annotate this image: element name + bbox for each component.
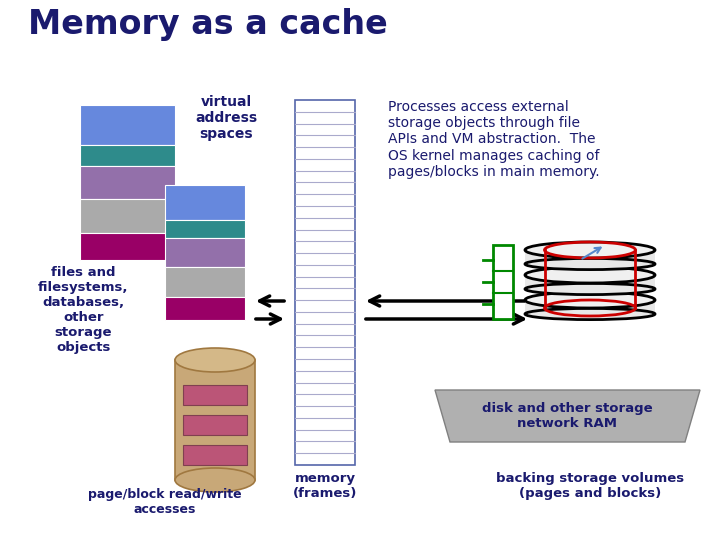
Bar [525, 250, 655, 266]
Text: backing storage volumes
(pages and blocks): backing storage volumes (pages and block… [496, 472, 684, 500]
Ellipse shape [525, 284, 655, 295]
Ellipse shape [525, 308, 655, 320]
Bar [80, 166, 175, 199]
Bar [295, 100, 355, 465]
Bar [165, 220, 245, 238]
Bar [493, 245, 513, 319]
Ellipse shape [175, 468, 255, 492]
Text: memory
(frames): memory (frames) [293, 472, 357, 500]
Ellipse shape [525, 292, 655, 308]
Bar [165, 267, 245, 296]
Text: page/block read/write
accesses: page/block read/write accesses [88, 488, 242, 516]
Bar [165, 238, 245, 267]
Ellipse shape [525, 242, 655, 258]
Bar [525, 300, 655, 316]
Bar [165, 185, 245, 220]
Bar [165, 296, 245, 320]
Bar [183, 415, 247, 435]
Ellipse shape [525, 267, 655, 283]
Bar [183, 445, 247, 465]
Bar [80, 199, 175, 233]
Bar [525, 275, 655, 291]
Text: virtual
address
spaces: virtual address spaces [195, 95, 257, 141]
Text: Processes access external
storage objects through file
APIs and VM abstraction. : Processes access external storage object… [388, 100, 600, 179]
Bar [183, 385, 247, 405]
Text: Memory as a cache: Memory as a cache [28, 8, 388, 41]
Bar [80, 233, 175, 260]
Bar [175, 360, 255, 480]
Polygon shape [435, 390, 700, 442]
Bar [80, 105, 175, 145]
Ellipse shape [175, 348, 255, 372]
Bar [80, 145, 175, 166]
Ellipse shape [525, 259, 655, 269]
Text: disk and other storage
network RAM: disk and other storage network RAM [482, 402, 652, 430]
Text: files and
filesystems,
databases,
other
storage
objects: files and filesystems, databases, other … [38, 266, 128, 354]
